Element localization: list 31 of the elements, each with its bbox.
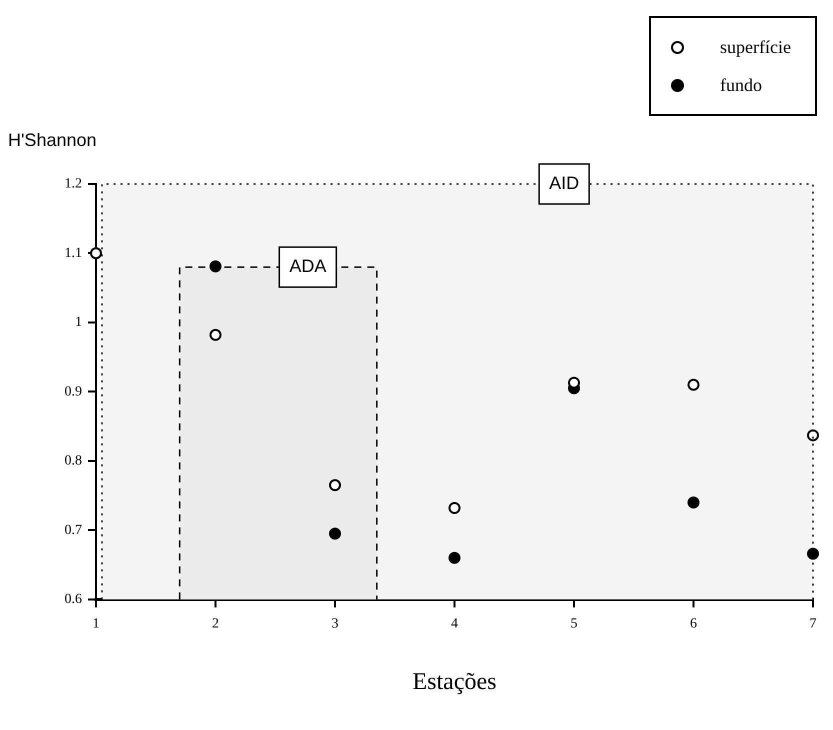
point — [807, 429, 819, 442]
point — [329, 528, 341, 540]
point — [448, 502, 460, 514]
x-tick-label: 3 — [332, 616, 338, 632]
point — [329, 479, 341, 492]
point — [688, 496, 700, 508]
y-tick-label: 1 — [75, 315, 82, 330]
y-tick-label: 0.7 — [64, 522, 82, 538]
x-tick-label: 2 — [212, 616, 219, 632]
x-tick-label: 4 — [451, 616, 458, 632]
point — [807, 548, 819, 560]
x-axis-title: Estações — [412, 668, 496, 695]
x-tick-label: 6 — [690, 616, 697, 632]
y-tick-label: 0.6 — [64, 592, 82, 608]
point — [210, 328, 222, 341]
y-tick-label: 1.1 — [64, 246, 82, 261]
y-tick-label: 0.9 — [64, 384, 82, 400]
x-tick-label: 5 — [570, 616, 578, 632]
legend-label: fundo — [720, 74, 762, 96]
point — [90, 247, 102, 260]
point — [210, 260, 222, 272]
legend-label: superfície — [720, 36, 791, 58]
y-axis-title: H'Shannon — [8, 130, 97, 150]
point — [688, 378, 700, 391]
y-tick-label: 0.8 — [64, 454, 82, 469]
y-tick-label: 1.2 — [64, 176, 82, 192]
point — [448, 552, 460, 564]
x-tick-label: 1 — [92, 616, 100, 632]
x-tick-label: 7 — [810, 616, 816, 632]
band-label: ADA — [289, 256, 326, 276]
band-label: AID — [549, 172, 580, 193]
